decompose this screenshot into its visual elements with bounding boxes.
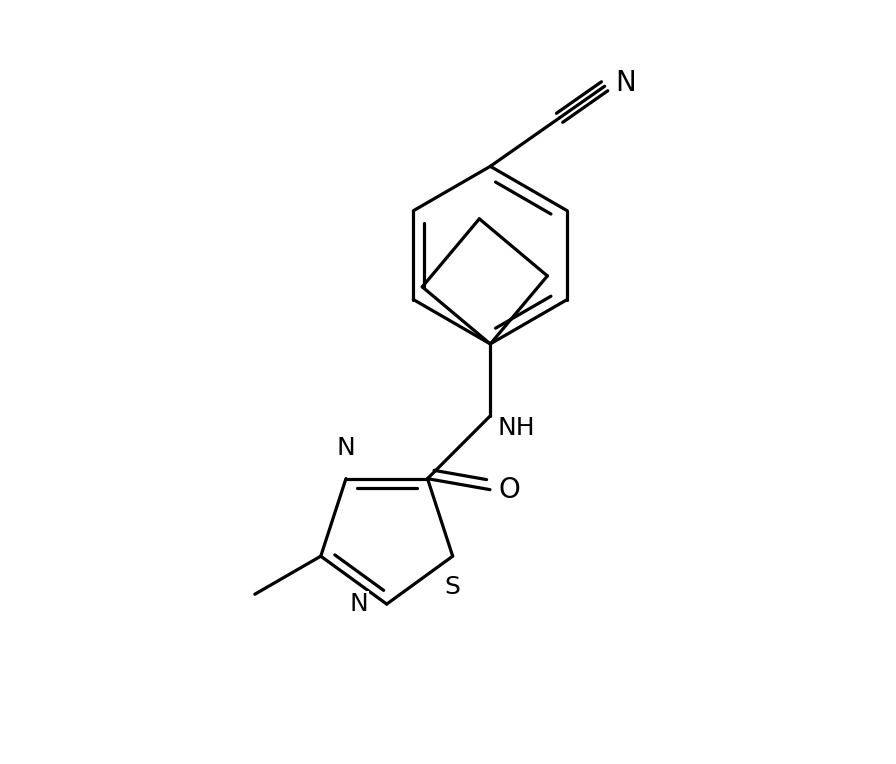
Text: NH: NH bbox=[497, 416, 535, 440]
Text: S: S bbox=[444, 575, 461, 599]
Text: O: O bbox=[498, 476, 521, 503]
Text: N: N bbox=[349, 592, 368, 616]
Text: N: N bbox=[337, 436, 356, 460]
Text: N: N bbox=[616, 69, 636, 97]
